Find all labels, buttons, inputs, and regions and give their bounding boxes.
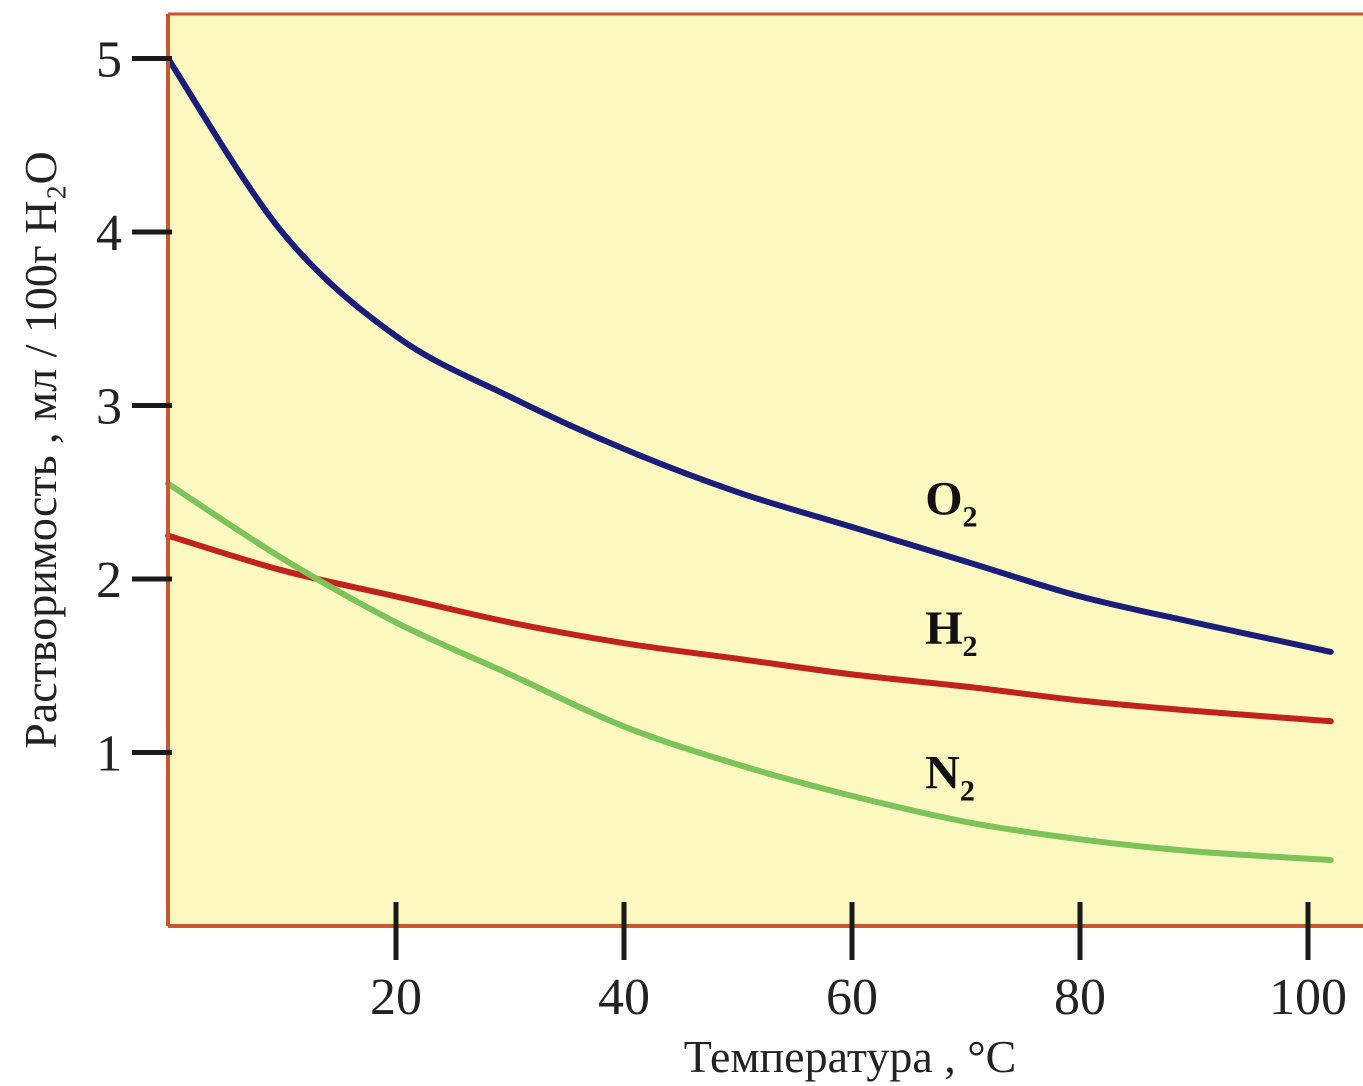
x-tick-label: 100 xyxy=(1269,969,1347,1026)
y-tick-label: 3 xyxy=(96,379,122,436)
x-tick-label: 20 xyxy=(370,969,422,1026)
axis-layer xyxy=(166,12,1363,928)
y-tick-label: 4 xyxy=(96,205,122,262)
y-axis-title: Растворимость , мл / 100г H₂O xyxy=(15,151,66,748)
x-ticks: 20 40 60 80 100 xyxy=(370,902,1347,1026)
plot-area xyxy=(168,14,1363,926)
series-layer xyxy=(165,55,1334,864)
series-line-h2 xyxy=(165,532,1334,725)
x-tick-label: 80 xyxy=(1054,969,1106,1026)
x-tick-label: 60 xyxy=(826,969,878,1026)
series-labels: O2 H2 N2 xyxy=(925,473,977,808)
x-axis-title: Температура , °С xyxy=(684,1031,1017,1082)
y-tick-label: 5 xyxy=(96,32,122,89)
series-label-h2: H2 xyxy=(925,602,977,663)
series-line-n2 xyxy=(165,480,1334,864)
series-label-o2: O2 xyxy=(925,473,977,534)
series-label-n2: N2 xyxy=(925,747,975,808)
series-line-o2 xyxy=(165,55,1334,655)
x-tick-label: 40 xyxy=(598,969,650,1026)
y-tick-label: 2 xyxy=(96,552,122,609)
y-ticks: 1 2 3 4 5 xyxy=(96,32,172,783)
y-tick-label: 1 xyxy=(96,726,122,783)
